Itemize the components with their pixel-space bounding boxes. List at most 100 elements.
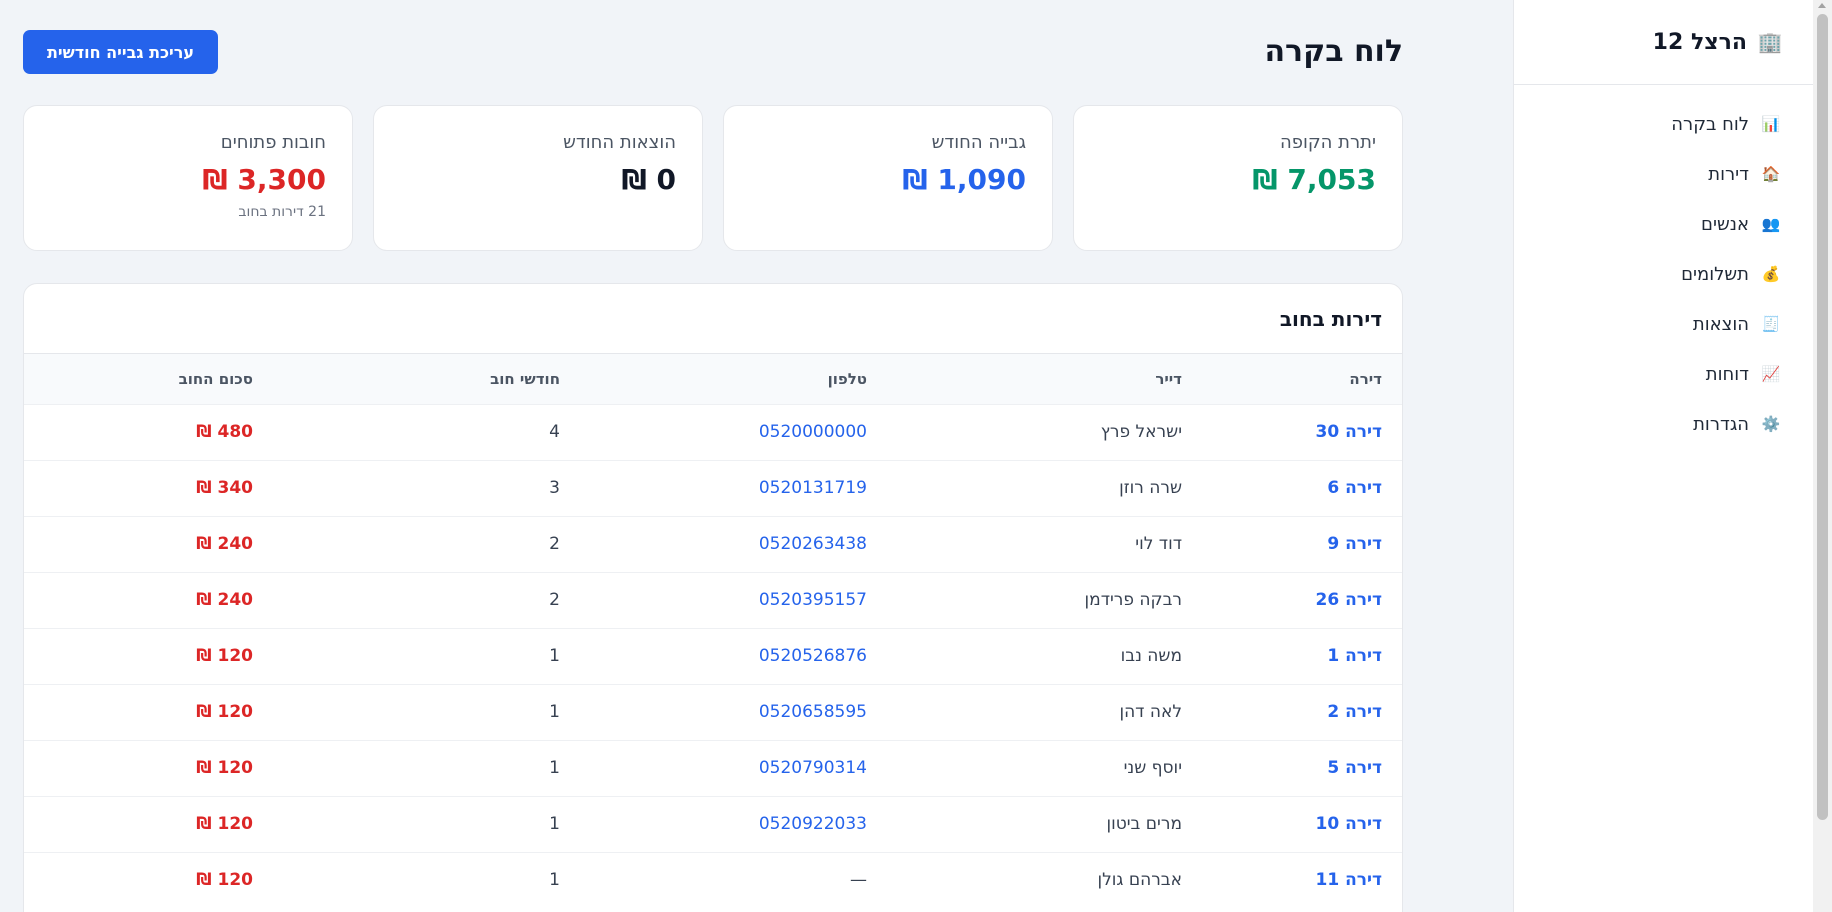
tenant-cell: אברהם גולן	[1097, 870, 1182, 891]
sidebar-item-label: הוצאות	[1692, 313, 1749, 335]
apartment-link[interactable]: דירה 30	[1315, 422, 1382, 442]
debt-table-card: דירות בחוב דירה דייר טלפון חודשי חוב סכו…	[23, 283, 1403, 912]
phone-link[interactable]: 0520000000	[758, 422, 867, 442]
column-header-debt-months[interactable]: חודשי חוב	[490, 369, 560, 388]
sidebar-nav: 📊 לוח בקרה 🏠 דירות 👥 אנשים 💰 תשלומים 🧾 ה…	[1514, 85, 1813, 449]
sidebar-item-apartments[interactable]: 🏠 דירות	[1514, 149, 1813, 199]
sidebar-item-people[interactable]: 👥 אנשים	[1514, 199, 1813, 249]
table-row[interactable]: דירה 5 יוסף שני 0520790314 1 120 ₪	[24, 740, 1402, 796]
trend-chart-icon: 📈	[1761, 365, 1781, 383]
stat-label: יתרת הקופה	[1279, 132, 1376, 153]
phone-cell: 0520658595	[560, 684, 867, 740]
page-scrollbar[interactable]	[1813, 0, 1832, 912]
monthly-collection-edit-button[interactable]: עריכת גבייה חודשית	[23, 30, 218, 74]
sidebar-item-reports[interactable]: 📈 דוחות	[1514, 349, 1813, 399]
stat-label: גבייה החודש	[931, 132, 1026, 153]
sidebar-item-settings[interactable]: ⚙️ הגדרות	[1514, 399, 1813, 449]
sidebar-item-label: דירות	[1708, 163, 1749, 185]
stat-card-monthly-collection: גבייה החודש 1,090 ₪	[723, 105, 1053, 251]
column-header-apartment[interactable]: דירה	[1349, 369, 1382, 388]
gear-icon: ⚙️	[1761, 415, 1781, 433]
apartment-link[interactable]: דירה 11	[1315, 870, 1382, 891]
debt-months-cell: 2	[549, 590, 560, 610]
table-row[interactable]: דירה 9 דוד לוי 0520263438 2 240 ₪	[24, 516, 1402, 572]
debt-amount-cell: 240 ₪	[196, 590, 253, 610]
table-row[interactable]: דירה 11 אברהם גולן — 1 120 ₪	[24, 852, 1402, 908]
table-row[interactable]: דירה 2 לאה דהן 0520658595 1 120 ₪	[24, 684, 1402, 740]
stat-value: 0 ₪	[621, 163, 676, 196]
debt-amount-cell: 120 ₪	[196, 814, 253, 834]
debt-amount-cell: 120 ₪	[196, 758, 253, 778]
apartment-cell: דירה 9	[1182, 516, 1402, 572]
receipt-icon: 🧾	[1761, 315, 1781, 333]
phone-link[interactable]: 0520922033	[758, 814, 867, 834]
phone-link: —	[850, 870, 867, 891]
phone-link[interactable]: 0520263438	[758, 534, 867, 554]
apartment-link[interactable]: דירה 1	[1327, 646, 1382, 666]
sidebar-item-label: לוח בקרה	[1671, 113, 1749, 135]
phone-link[interactable]: 0520526876	[758, 646, 867, 666]
sidebar-item-expenses[interactable]: 🧾 הוצאות	[1514, 299, 1813, 349]
table-row[interactable]: דירה 1 משה נבו 0520526876 1 120 ₪	[24, 628, 1402, 684]
apartment-link[interactable]: דירה 9	[1327, 534, 1382, 554]
scrollbar-thumb[interactable]	[1817, 14, 1828, 820]
table-row[interactable]: דירה 26 רבקה פרידמן 0520395157 2 240 ₪	[24, 572, 1402, 628]
stat-card-cash-balance: יתרת הקופה 7,053 ₪	[1073, 105, 1403, 251]
debt-months-cell: 1	[549, 758, 560, 778]
debt-amount-cell: 480 ₪	[196, 422, 253, 442]
tenant-cell: יוסף שני	[1123, 758, 1182, 778]
table-header-row: דירה דייר טלפון חודשי חוב סכום החוב	[24, 354, 1402, 404]
apartment-link[interactable]: דירה 5	[1327, 758, 1382, 778]
phone-link[interactable]: 0520395157	[758, 590, 867, 610]
debt-months-cell: 1	[549, 646, 560, 666]
chart-icon: 📊	[1761, 115, 1781, 133]
debt-months-cell: 1	[549, 814, 560, 834]
tenant-cell: משה נבו	[1120, 646, 1182, 666]
page-title: לוח בקרה	[1264, 34, 1403, 69]
money-bag-icon: 💰	[1761, 265, 1781, 283]
tenant-cell: שרה רוזן	[1119, 478, 1182, 498]
apartment-cell: דירה 1	[1182, 628, 1402, 684]
people-icon: 👥	[1761, 215, 1781, 233]
apartment-link[interactable]: דירה 6	[1327, 478, 1382, 498]
sidebar-item-label: תשלומים	[1681, 263, 1749, 285]
stat-label: חובות פתוחים	[220, 132, 326, 153]
column-header-phone[interactable]: טלפון	[827, 369, 867, 388]
table-row[interactable]: דירה 30 ישראל פרץ 0520000000 4 480 ₪	[24, 404, 1402, 460]
sidebar-item-label: אנשים	[1701, 213, 1749, 235]
stat-label: הוצאות החודש	[563, 132, 676, 153]
debt-amount-cell: 120 ₪	[196, 646, 253, 666]
debt-months-cell: 2	[549, 534, 560, 554]
apartment-link[interactable]: דירה 10	[1315, 814, 1382, 834]
brand-title: הרצל 12	[1652, 29, 1747, 55]
stat-card-monthly-expenses: הוצאות החודש 0 ₪	[373, 105, 703, 251]
apartment-cell: דירה 5	[1182, 740, 1402, 796]
phone-link[interactable]: 0520131719	[758, 478, 867, 498]
apartment-cell: דירה 26	[1182, 572, 1402, 628]
scroll-up-arrow-icon[interactable]	[1818, 3, 1826, 8]
tenant-cell: רבקה פרידמן	[1084, 590, 1182, 610]
apartment-link[interactable]: דירה 2	[1327, 702, 1382, 722]
debt-months-cell: 4	[549, 422, 560, 442]
phone-cell: 0520263438	[560, 516, 867, 572]
home-icon: 🏠	[1761, 165, 1781, 183]
phone-link[interactable]: 0520790314	[758, 758, 867, 778]
building-icon: 🏢	[1757, 30, 1783, 54]
phone-cell: 0520131719	[560, 460, 867, 516]
tenant-cell: דוד לוי	[1135, 534, 1182, 554]
phone-link[interactable]: 0520658595	[758, 702, 867, 722]
debt-amount-cell: 340 ₪	[196, 478, 253, 498]
apartment-link[interactable]: דירה 26	[1315, 590, 1382, 610]
table-row[interactable]: דירה 10 מרים ביטון 0520922033 1 120 ₪	[24, 796, 1402, 852]
table-row[interactable]: דירה 6 שרה רוזן 0520131719 3 340 ₪	[24, 460, 1402, 516]
debt-table-title: דירות בחוב	[24, 284, 1402, 354]
debt-amount-cell: 240 ₪	[196, 534, 253, 554]
sidebar-item-dashboard[interactable]: 📊 לוח בקרה	[1514, 99, 1813, 149]
sidebar-item-payments[interactable]: 💰 תשלומים	[1514, 249, 1813, 299]
stat-value: 1,090 ₪	[902, 163, 1026, 196]
column-header-debt-amount[interactable]: סכום החוב	[178, 369, 253, 388]
apartment-cell: דירה 11	[1182, 852, 1402, 908]
tenant-cell: מרים ביטון	[1106, 814, 1182, 834]
column-header-tenant[interactable]: דייר	[1155, 369, 1182, 388]
phone-cell: 0520526876	[560, 628, 867, 684]
